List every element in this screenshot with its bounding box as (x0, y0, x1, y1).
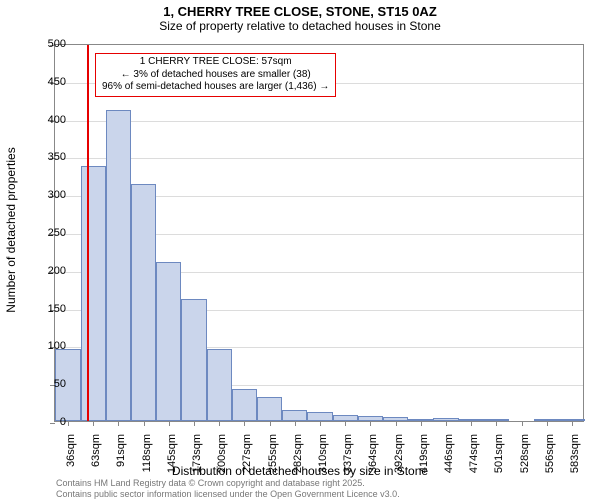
x-tick-label: 392sqm (393, 434, 405, 473)
x-tick-mark (93, 421, 94, 426)
chart-subtitle: Size of property relative to detached ho… (0, 19, 600, 33)
y-tick-label: 100 (26, 340, 66, 352)
histogram-bar (181, 299, 206, 421)
histogram-bar (307, 412, 332, 421)
histogram-bar (131, 184, 156, 421)
histogram-bar (207, 349, 232, 421)
annotation-box: 1 CHERRY TREE CLOSE: 57sqm← 3% of detach… (95, 53, 336, 97)
x-tick-label: 501sqm (493, 434, 505, 473)
x-tick-mark (446, 421, 447, 426)
x-tick-mark (547, 421, 548, 426)
histogram-bar (156, 262, 181, 421)
chart-container: 1, CHERRY TREE CLOSE, STONE, ST15 0AZ Si… (0, 0, 600, 500)
x-tick-label: 118sqm (141, 434, 153, 472)
x-tick-mark (320, 421, 321, 426)
x-tick-mark (572, 421, 573, 426)
x-tick-mark (295, 421, 296, 426)
y-tick-label: 350 (26, 151, 66, 163)
x-tick-mark (244, 421, 245, 426)
y-tick-label: 300 (26, 189, 66, 201)
x-tick-label: 364sqm (367, 434, 379, 473)
x-tick-label: 200sqm (216, 434, 228, 473)
footer-attribution: Contains HM Land Registry data © Crown c… (56, 478, 400, 500)
histogram-bar (282, 410, 307, 421)
x-tick-mark (370, 421, 371, 426)
x-tick-mark (496, 421, 497, 426)
reference-line (87, 45, 89, 421)
footer-line2: Contains public sector information licen… (56, 489, 400, 500)
x-tick-label: 173sqm (191, 434, 203, 473)
x-tick-label: 474sqm (468, 434, 480, 473)
x-tick-label: 282sqm (292, 434, 304, 473)
x-tick-label: 583sqm (569, 434, 581, 473)
histogram-bar (257, 397, 282, 421)
x-tick-mark (169, 421, 170, 426)
y-tick-label: 150 (26, 303, 66, 315)
plot-wrapper: 1 CHERRY TREE CLOSE: 57sqm← 3% of detach… (54, 44, 584, 422)
plot-area: 1 CHERRY TREE CLOSE: 57sqm← 3% of detach… (54, 44, 584, 422)
y-tick-label: 50 (26, 378, 66, 390)
grid-line (55, 158, 583, 159)
y-tick-label: 400 (26, 114, 66, 126)
x-tick-mark (194, 421, 195, 426)
annotation-line2: ← 3% of detached houses are smaller (38) (102, 69, 329, 82)
histogram-bar (81, 166, 106, 421)
x-tick-mark (421, 421, 422, 426)
x-tick-label: 446sqm (443, 434, 455, 473)
x-tick-label: 227sqm (241, 434, 253, 473)
y-tick-label: 250 (26, 227, 66, 239)
y-tick-label: 200 (26, 265, 66, 277)
x-tick-mark (219, 421, 220, 426)
y-tick-label: 500 (26, 38, 66, 50)
x-tick-mark (68, 421, 69, 426)
annotation-line3: 96% of semi-detached houses are larger (… (102, 81, 329, 94)
annotation-line1: 1 CHERRY TREE CLOSE: 57sqm (102, 56, 329, 69)
x-tick-label: 337sqm (342, 434, 354, 473)
x-tick-mark (522, 421, 523, 426)
histogram-bar (232, 389, 257, 422)
x-tick-label: 36sqm (65, 434, 77, 467)
footer-line1: Contains HM Land Registry data © Crown c… (56, 478, 400, 489)
chart-title: 1, CHERRY TREE CLOSE, STONE, ST15 0AZ (0, 0, 600, 19)
x-tick-mark (396, 421, 397, 426)
x-tick-mark (118, 421, 119, 426)
x-tick-label: 255sqm (267, 434, 279, 473)
x-tick-label: 310sqm (317, 434, 329, 473)
histogram-bar (106, 110, 131, 421)
x-tick-mark (144, 421, 145, 426)
x-tick-mark (345, 421, 346, 426)
x-tick-label: 63sqm (90, 434, 102, 467)
x-tick-label: 91sqm (115, 434, 127, 467)
grid-line (55, 121, 583, 122)
y-tick-label: 0 (26, 416, 66, 428)
y-tick-label: 450 (26, 76, 66, 88)
x-tick-mark (471, 421, 472, 426)
x-tick-label: 419sqm (418, 434, 430, 473)
x-tick-label: 528sqm (519, 434, 531, 473)
x-tick-mark (270, 421, 271, 426)
x-tick-label: 145sqm (166, 434, 178, 473)
y-axis-label: Number of detached properties (4, 147, 18, 312)
x-tick-label: 556sqm (544, 434, 556, 473)
